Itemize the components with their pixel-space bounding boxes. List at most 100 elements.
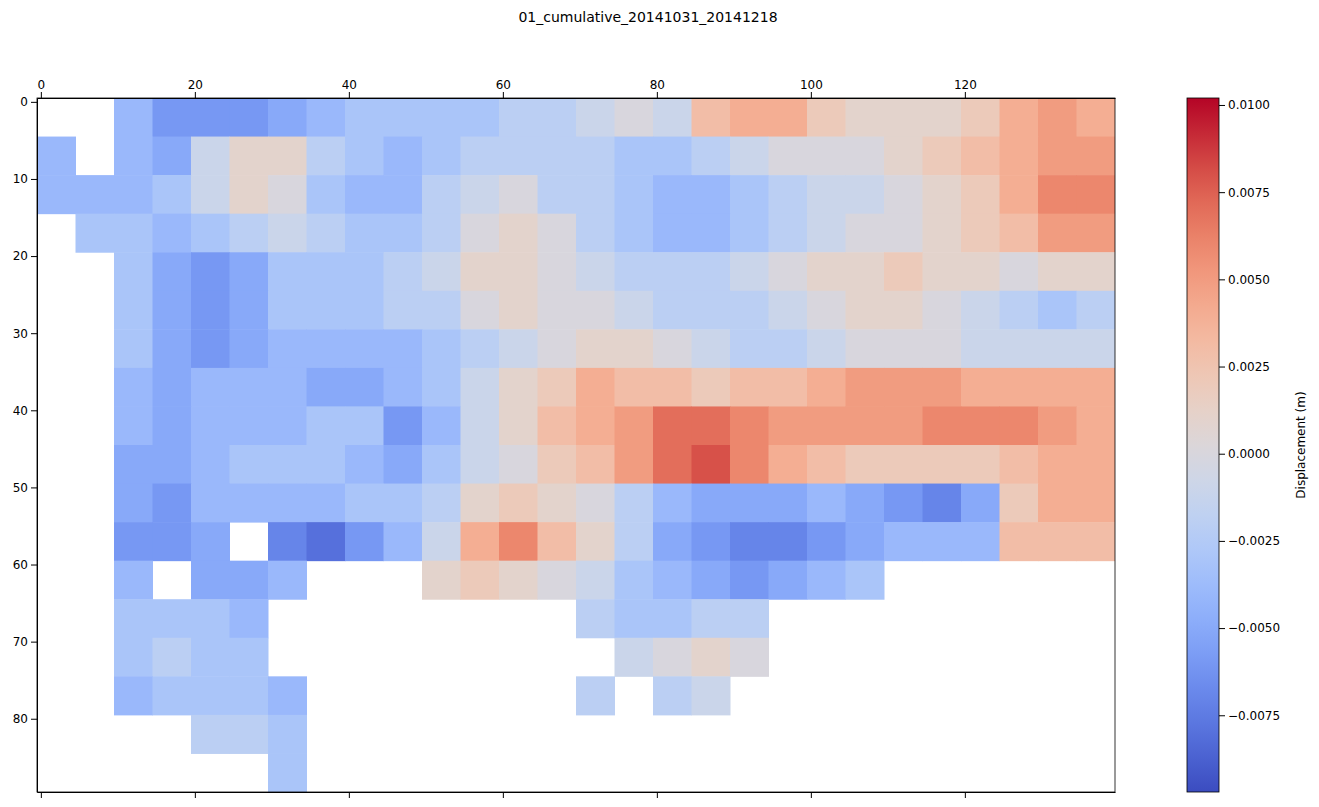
cell xyxy=(76,214,115,253)
cell xyxy=(499,445,538,484)
cell xyxy=(615,329,654,368)
cell xyxy=(653,638,692,677)
cell xyxy=(345,98,384,137)
tick: 80 xyxy=(650,78,665,98)
axis xyxy=(38,792,1116,798)
cell xyxy=(846,406,885,445)
cell xyxy=(730,445,769,484)
cell xyxy=(692,406,731,445)
cell xyxy=(422,445,461,484)
cell xyxy=(846,522,885,561)
cell xyxy=(807,522,846,561)
colorbar xyxy=(1187,98,1219,792)
cell xyxy=(615,252,654,291)
tick-mark xyxy=(31,410,37,411)
cell xyxy=(268,98,307,137)
cell xyxy=(692,329,731,368)
axis-line xyxy=(37,99,38,793)
cell xyxy=(191,252,230,291)
axis: −0.0075−0.0050−0.00250.00000.00250.00500… xyxy=(1219,98,1280,792)
cell xyxy=(884,252,923,291)
tick-label: 80 xyxy=(13,712,28,726)
cell xyxy=(384,137,423,176)
cell xyxy=(114,406,153,445)
plot-frame xyxy=(37,98,1115,792)
tick-mark xyxy=(1219,105,1225,106)
cell xyxy=(153,406,192,445)
cell xyxy=(576,561,615,600)
cell xyxy=(461,329,500,368)
tick xyxy=(657,792,658,798)
cell xyxy=(1038,214,1077,253)
cell xyxy=(384,522,423,561)
cell xyxy=(807,561,846,600)
cell xyxy=(307,252,346,291)
cell xyxy=(730,98,769,137)
cell xyxy=(268,175,307,214)
tick-label: 40 xyxy=(13,404,28,418)
tick: 60 xyxy=(13,558,37,572)
cell xyxy=(692,291,731,330)
cell xyxy=(1077,252,1116,291)
cell xyxy=(807,98,846,137)
tick-mark xyxy=(31,719,37,720)
title: 01_cumulative_20141031_20141218 xyxy=(518,9,777,25)
cell xyxy=(538,561,577,600)
cell xyxy=(692,522,731,561)
cell xyxy=(653,291,692,330)
cells xyxy=(37,98,1115,792)
cell xyxy=(499,406,538,445)
cell xyxy=(538,368,577,407)
cell xyxy=(191,98,230,137)
cell xyxy=(384,214,423,253)
cell xyxy=(730,137,769,176)
cell xyxy=(307,445,346,484)
cell xyxy=(1077,445,1116,484)
cell xyxy=(576,137,615,176)
tick xyxy=(41,792,42,798)
tick-mark xyxy=(195,792,196,798)
cell xyxy=(1077,522,1116,561)
cell xyxy=(191,599,230,638)
tick-mark xyxy=(41,792,42,798)
cell xyxy=(384,291,423,330)
cell xyxy=(576,445,615,484)
cell xyxy=(268,252,307,291)
cell xyxy=(538,252,577,291)
cell xyxy=(499,214,538,253)
cell xyxy=(384,445,423,484)
cell xyxy=(268,715,307,754)
cell xyxy=(268,329,307,368)
cell xyxy=(769,291,808,330)
cell xyxy=(422,175,461,214)
tick-label: −0.0050 xyxy=(1228,621,1280,635)
tick-label: −0.0025 xyxy=(1228,534,1280,548)
cell xyxy=(692,175,731,214)
cell xyxy=(345,329,384,368)
cell xyxy=(345,368,384,407)
cell xyxy=(653,368,692,407)
cell xyxy=(730,638,769,677)
cell xyxy=(961,329,1000,368)
tick-mark xyxy=(31,102,37,103)
tick: 10 xyxy=(13,172,37,186)
cell xyxy=(499,329,538,368)
cell xyxy=(923,98,962,137)
cell xyxy=(730,175,769,214)
cell xyxy=(230,368,269,407)
cell xyxy=(884,137,923,176)
cell xyxy=(807,175,846,214)
cell xyxy=(230,676,269,715)
cell xyxy=(884,329,923,368)
cell xyxy=(191,561,230,600)
cell xyxy=(576,252,615,291)
cell xyxy=(191,368,230,407)
tick-mark xyxy=(1219,192,1225,193)
cell xyxy=(230,638,269,677)
cell xyxy=(846,445,885,484)
cell xyxy=(230,715,269,754)
cell xyxy=(384,484,423,523)
cell xyxy=(114,561,153,600)
cell xyxy=(37,137,76,176)
cell xyxy=(230,406,269,445)
